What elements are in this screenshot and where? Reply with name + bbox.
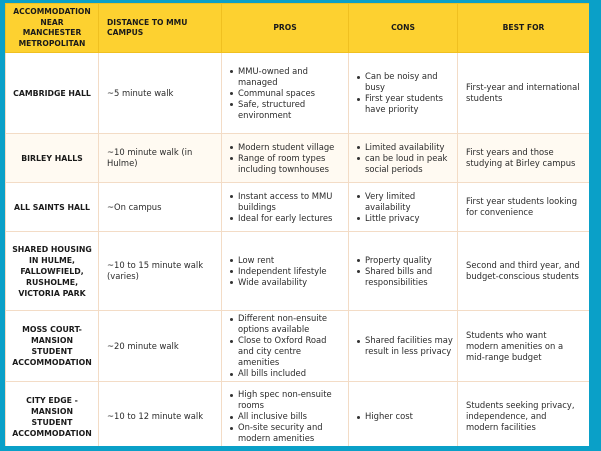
cons-list: Limited availability can be loud in peak… [355,142,453,175]
distance: ~10 minute walk (in Hulme) [98,133,222,183]
best-for: Second and third year, and budget-consci… [457,231,589,311]
cons-item: Little privacy [357,213,453,224]
distance: ~10 to 15 minute walk (varies) [98,231,222,311]
pros-item: Ideal for early lectures [230,213,344,224]
table-row: BIRLEY HALLS ~10 minute walk (in Hulme) … [5,133,589,183]
cons-cell: Shared facilities may result in less pri… [348,310,458,382]
pros-item: Independent lifestyle [230,266,344,277]
header-cons: CONS [348,3,458,53]
pros-cell: Modern student village Range of room typ… [221,133,349,183]
best-for: First year students looking for convenie… [457,182,589,232]
accommodation-name: CAMBRIDGE HALL [5,52,99,134]
distance: ~5 minute walk [98,52,222,134]
pros-item: Low rent [230,255,344,266]
pros-item: Communal spaces [230,88,344,99]
pros-list: Instant access to MMU buildings Ideal fo… [228,191,344,224]
accommodation-comparison-table: ACCOMMODATION NEAR MANCHESTER METROPOLIT… [5,3,589,446]
cons-item: Shared facilities may result in less pri… [357,335,453,356]
pros-item: Safe, structured environment [230,99,344,121]
accommodation-name: SHARED HOUSING IN HULME, FALLOWFIELD, RU… [5,231,99,311]
header-best-for: BEST FOR [457,3,589,53]
pros-cell: Low rent Independent lifestyle Wide avai… [221,231,349,311]
accommodation-name: BIRLEY HALLS [5,133,99,183]
pros-cell: Different non-ensuite options available … [221,310,349,382]
cons-cell: Higher cost [348,381,458,446]
accommodation-name: ALL SAINTS HALL [5,182,99,232]
cons-list: Shared facilities may result in less pri… [355,335,453,357]
pros-cell: Instant access to MMU buildings Ideal fo… [221,182,349,232]
cons-item: Can be noisy and busy [357,71,453,93]
pros-list: Low rent Independent lifestyle Wide avai… [228,255,344,288]
best-for: Students seeking privacy, independence, … [457,381,589,446]
cons-item: First year students have priority [357,93,453,115]
pros-item: High spec non-ensuite rooms [230,389,344,411]
pros-item: On-site security and modern amenities [230,422,344,444]
pros-item: Range of room types including townhouses [230,153,344,175]
header-accommodation: ACCOMMODATION NEAR MANCHESTER METROPOLIT… [5,3,99,53]
distance: ~10 to 12 minute walk [98,381,222,446]
cons-cell: Property quality Shared bills and respon… [348,231,458,311]
pros-item: Different non-ensuite options available [230,313,344,335]
table-row: MOSS COURT- MANSION STUDENT ACCOMMODATIO… [5,310,589,382]
cons-list: Very limited availability Little privacy [355,191,453,224]
pros-cell: MMU-owned and managed Communal spaces Sa… [221,52,349,134]
best-for: Students who want modern amenities on a … [457,310,589,382]
pros-list: MMU-owned and managed Communal spaces Sa… [228,66,344,121]
accommodation-name: MOSS COURT- MANSION STUDENT ACCOMMODATIO… [5,310,99,382]
cons-item: Limited availability [357,142,453,153]
pros-item: All bills included [230,368,344,379]
table-row: ALL SAINTS HALL ~On campus Instant acces… [5,182,589,232]
distance: ~20 minute walk [98,310,222,382]
pros-cell: High spec non-ensuite rooms All inclusiv… [221,381,349,446]
pros-item: Wide availability [230,277,344,288]
pros-list: Modern student village Range of room typ… [228,142,344,175]
table-row: CITY EDGE - MANSION STUDENT ACCOMMODATIO… [5,381,589,446]
header-pros: PROS [221,3,349,53]
cons-item: Higher cost [357,411,453,422]
pros-list: High spec non-ensuite rooms All inclusiv… [228,389,344,444]
best-for: First years and those studying at Birley… [457,133,589,183]
pros-item: All inclusive bills [230,411,344,422]
pros-item: Close to Oxford Road and city centre ame… [230,335,344,368]
best-for: First-year and international students [457,52,589,134]
cons-cell: Very limited availability Little privacy [348,182,458,232]
cons-item: Shared bills and responsibilities [357,266,453,288]
accommodation-name: CITY EDGE - MANSION STUDENT ACCOMMODATIO… [5,381,99,446]
cons-cell: Can be noisy and busy First year student… [348,52,458,134]
cons-list: Higher cost [355,411,453,422]
cons-list: Can be noisy and busy First year student… [355,71,453,115]
comparison-table-frame: ACCOMMODATION NEAR MANCHESTER METROPOLIT… [5,3,589,446]
cons-cell: Limited availability can be loud in peak… [348,133,458,183]
header-distance: DISTANCE TO MMU CAMPUS [98,3,222,53]
pros-item: Instant access to MMU buildings [230,191,344,213]
pros-item: MMU-owned and managed [230,66,344,88]
cons-item: can be loud in peak social periods [357,153,453,175]
table-row: CAMBRIDGE HALL ~5 minute walk MMU-owned … [5,52,589,134]
table-row: SHARED HOUSING IN HULME, FALLOWFIELD, RU… [5,231,589,311]
header-row: ACCOMMODATION NEAR MANCHESTER METROPOLIT… [5,3,589,53]
pros-item: Modern student village [230,142,344,153]
distance: ~On campus [98,182,222,232]
cons-list: Property quality Shared bills and respon… [355,255,453,288]
cons-item: Very limited availability [357,191,453,213]
cons-item: Property quality [357,255,453,266]
pros-list: Different non-ensuite options available … [228,313,344,379]
